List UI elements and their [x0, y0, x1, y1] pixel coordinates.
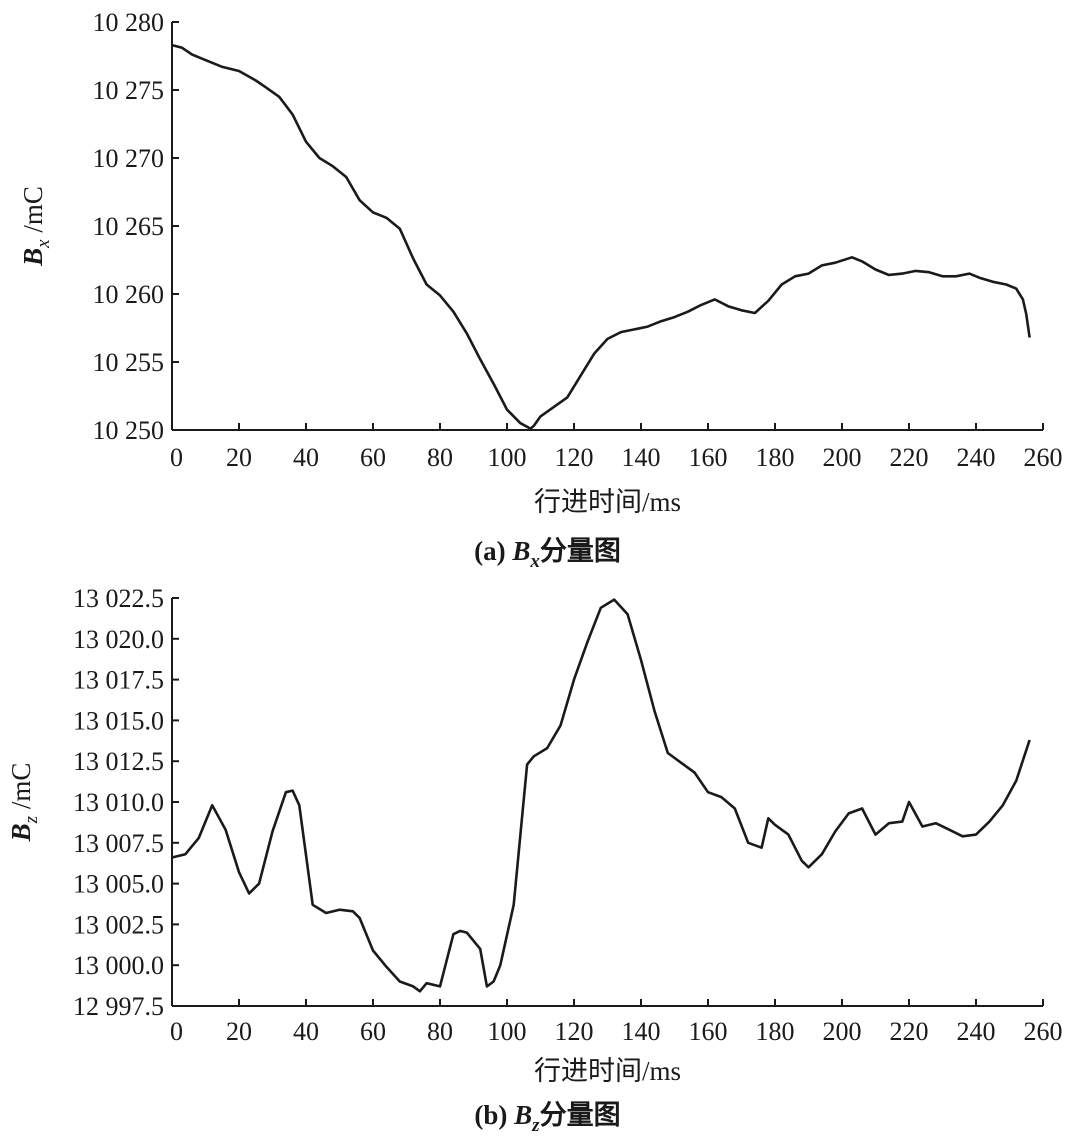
x-tick-label: 220 [890, 443, 929, 472]
x-tick-label: 260 [1024, 443, 1063, 472]
series-line-b [171, 598, 1031, 993]
chart-panel-a: 10 250 10 255 10 260 10 265 10 270 10 275 10 2… [18, 8, 1063, 572]
x-tick-label: 40 [293, 1017, 319, 1046]
y-tick-label: 13 010.0 [73, 788, 164, 817]
caption-subscript: x [529, 551, 540, 572]
y-axis-title-subscript: z [21, 815, 42, 824]
x-tick-label: 180 [756, 443, 795, 472]
x-tick-label: 240 [957, 443, 996, 472]
y-tick-label: 13 007.5 [73, 829, 164, 858]
caption-symbol: B [513, 1100, 532, 1130]
x-tick-label: 100 [488, 443, 527, 472]
y-tick-label: 13 012.5 [73, 747, 164, 776]
x-axis-title: 行进时间/ms [534, 487, 681, 517]
x-tick-label: 160 [689, 1017, 728, 1046]
y-axis-title-symbol: B [18, 248, 48, 267]
caption-symbol: B [511, 536, 530, 566]
x-tick-label: 180 [756, 1017, 795, 1046]
panel-caption: (b) Bz分量图 [474, 1100, 620, 1136]
y-tick-label: 10 260 [93, 280, 165, 309]
caption-prefix: (b) [474, 1100, 514, 1130]
y-tick-label: 13 017.5 [73, 666, 164, 695]
y-tick-label: 10 275 [93, 76, 165, 105]
x-tick-label: 20 [226, 1017, 252, 1046]
y-tick-label: 13 000.0 [73, 951, 164, 980]
x-tick-label: 20 [226, 443, 252, 472]
y-tick-label: 13 005.0 [73, 870, 164, 899]
y-tick-label: 10 270 [93, 144, 165, 173]
y-tick-label: 10 250 [93, 416, 165, 445]
y-axis-title: Bz /mC [6, 763, 42, 843]
panel-caption: (a) Bx分量图 [474, 536, 621, 572]
y-axis-title: Bx /mC [18, 186, 54, 267]
x-tick-label: 60 [360, 443, 386, 472]
x-tick-label: 80 [427, 1017, 453, 1046]
x-tick-label: 140 [622, 443, 661, 472]
y-axis-title-symbol: B [6, 823, 36, 842]
x-tick-label: 240 [957, 1017, 996, 1046]
x-tick-label: 0 [170, 443, 183, 472]
y-tick-label: 12 997.5 [73, 992, 164, 1021]
x-tick-label: 120 [555, 1017, 594, 1046]
x-tick-label: 200 [823, 443, 862, 472]
y-tick-label: 10 280 [93, 8, 165, 37]
y-tick-label: 13 015.0 [73, 706, 164, 735]
y-tick-label: 13 020.0 [73, 625, 164, 654]
chart-panel-b: 12 997.5 13 000.0 13 002.5 13 005.0 13 007.5… [6, 584, 1063, 1136]
y-tick-label: 10 255 [93, 348, 165, 377]
caption-prefix: (a) [474, 536, 512, 566]
x-tick-label: 60 [360, 1017, 386, 1046]
x-tick-label: 0 [170, 1017, 183, 1046]
series-line-a [171, 43, 1031, 430]
x-tick-label: 100 [488, 1017, 527, 1046]
y-tick-label: 13 022.5 [73, 584, 164, 613]
x-tick-label: 220 [890, 1017, 929, 1046]
x-axis-title: 行进时间/ms [534, 1056, 681, 1086]
y-axis-title-subscript: x [33, 239, 54, 249]
x-tick-label: 260 [1024, 1017, 1063, 1046]
caption-suffix: 分量图 [540, 536, 621, 566]
y-axis-title-unit: /mC [18, 186, 48, 239]
x-tick-label: 120 [555, 443, 594, 472]
caption-suffix: 分量图 [540, 1100, 621, 1130]
y-tick-label: 13 002.5 [73, 910, 164, 939]
x-tick-label: 160 [689, 443, 728, 472]
x-tick-label: 40 [293, 443, 319, 472]
y-axis-title-unit: /mC [6, 763, 36, 816]
x-tick-label: 80 [427, 443, 453, 472]
x-tick-label: 140 [622, 1017, 661, 1046]
caption-subscript: z [531, 1115, 540, 1136]
y-tick-label: 10 265 [93, 212, 165, 241]
x-tick-label: 200 [823, 1017, 862, 1046]
